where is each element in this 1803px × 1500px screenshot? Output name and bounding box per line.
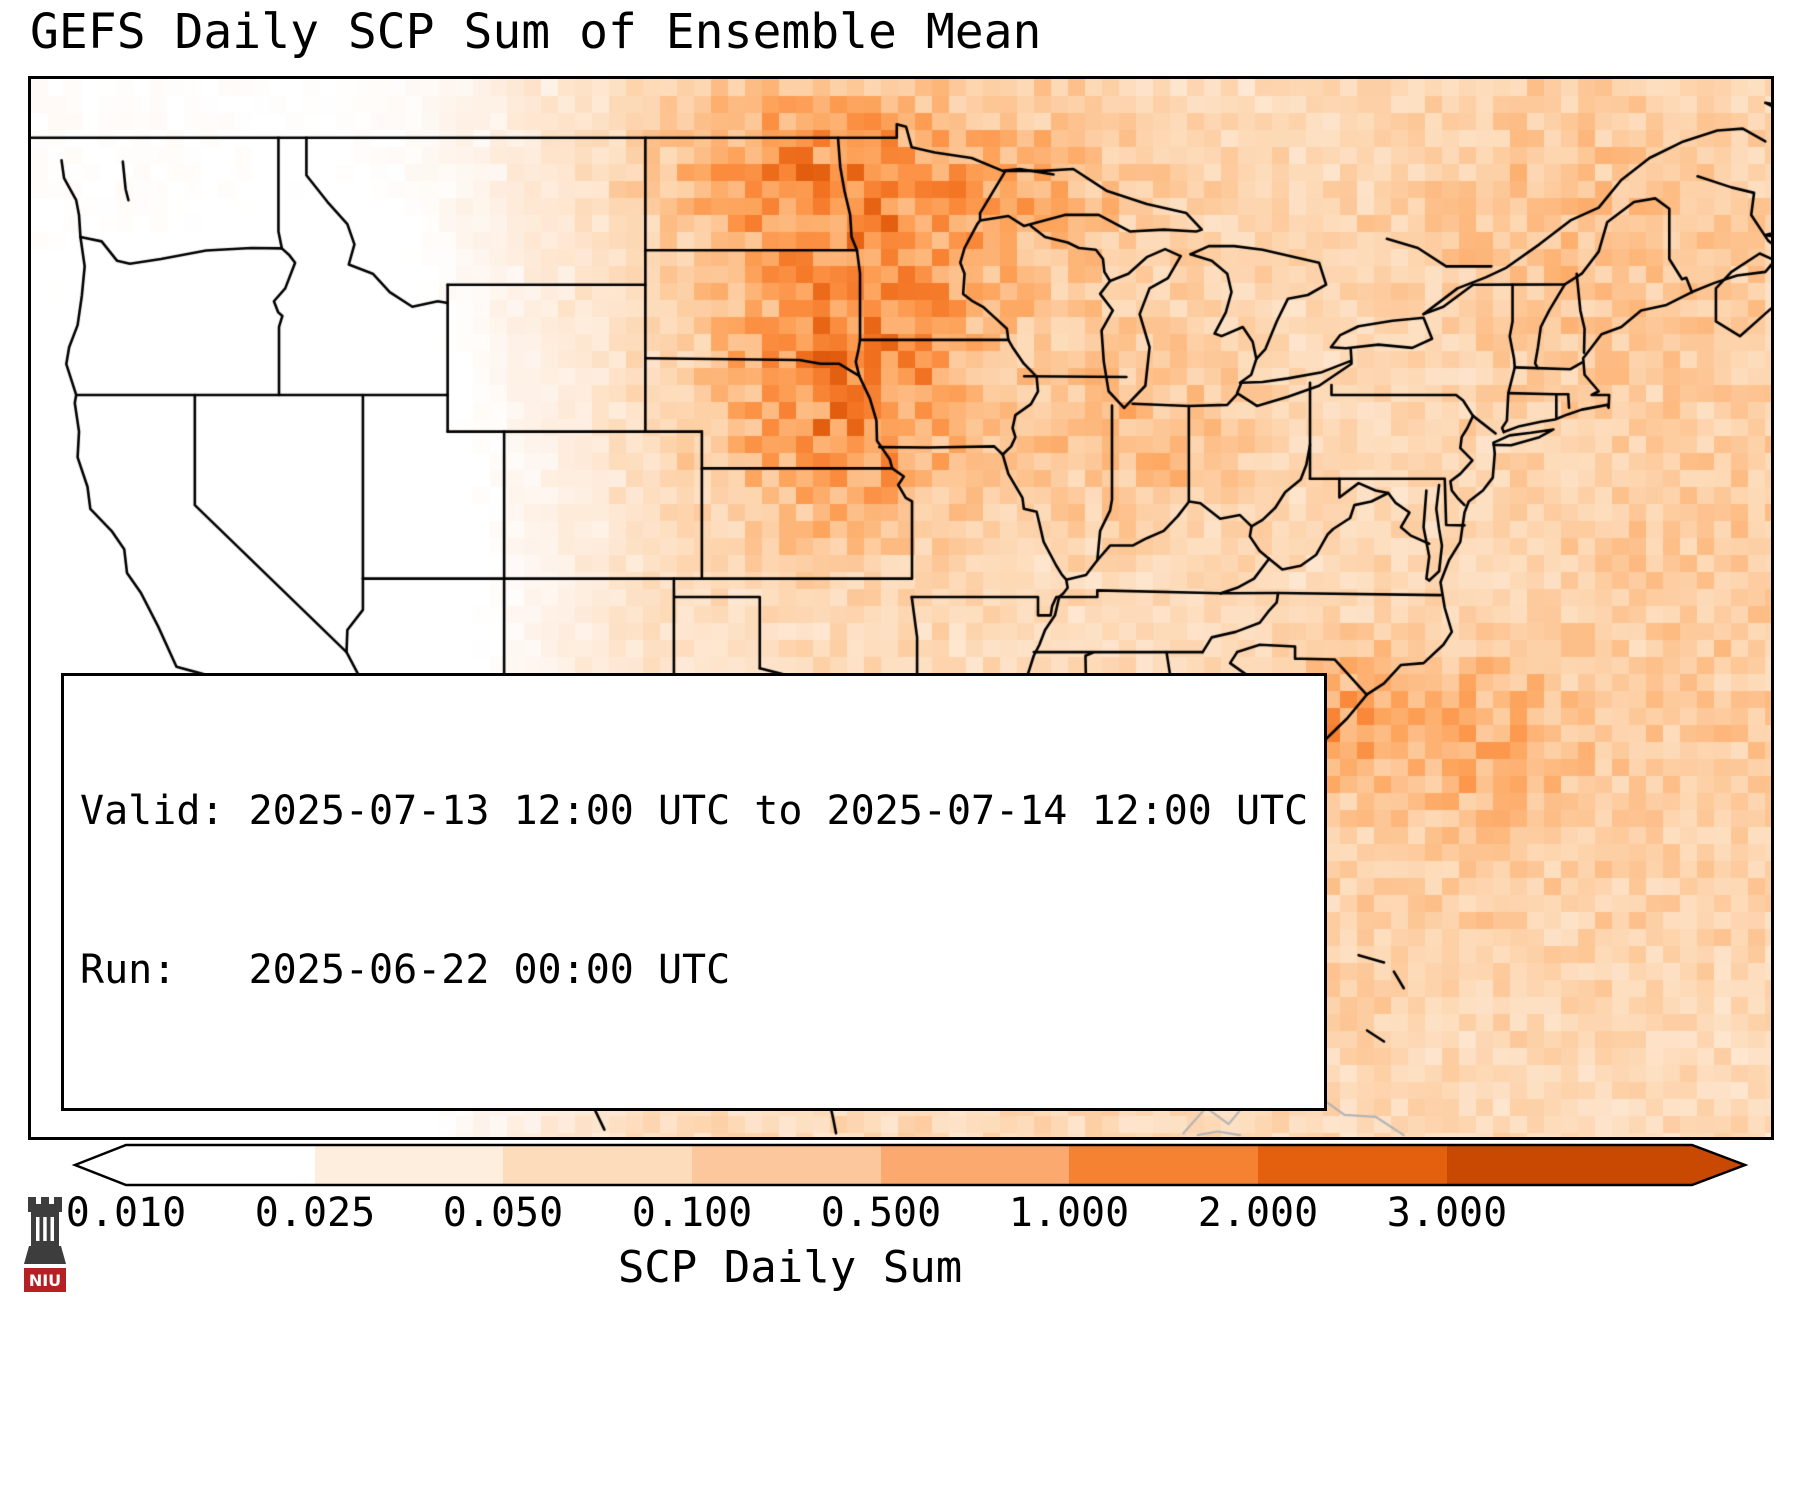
colorbar-tick: 2.000 [1197, 1190, 1319, 1236]
colorbar-tick: 0.050 [442, 1190, 564, 1236]
logo-text: NIU [29, 1271, 61, 1290]
colorbar-tick: 0.500 [820, 1190, 942, 1236]
run-time-text: Run: 2025-06-22 00:00 UTC [80, 947, 731, 993]
colorbar-tick: 0.010 [65, 1190, 187, 1236]
colorbar-tick: 3.000 [1386, 1190, 1508, 1236]
colorbar-tick: 0.100 [631, 1190, 753, 1236]
map-frame: Valid: 2025-07-13 12:00 UTC to 2025-07-1… [28, 76, 1774, 1140]
valid-time-text: Valid: 2025-07-13 12:00 UTC to 2025-07-1… [80, 788, 1309, 834]
colorbar [71, 1143, 1749, 1187]
colorbar-tick: 1.000 [1008, 1190, 1130, 1236]
niu-logo: NIU [22, 1194, 68, 1300]
colorbar-label: SCP Daily Sum [617, 1242, 963, 1293]
niu-castle-icon: NIU [24, 1197, 66, 1292]
validity-info-box: Valid: 2025-07-13 12:00 UTC to 2025-07-1… [61, 673, 1328, 1111]
figure-title: GEFS Daily SCP Sum of Ensemble Mean [30, 4, 1042, 60]
colorbar-tick: 0.025 [254, 1190, 376, 1236]
